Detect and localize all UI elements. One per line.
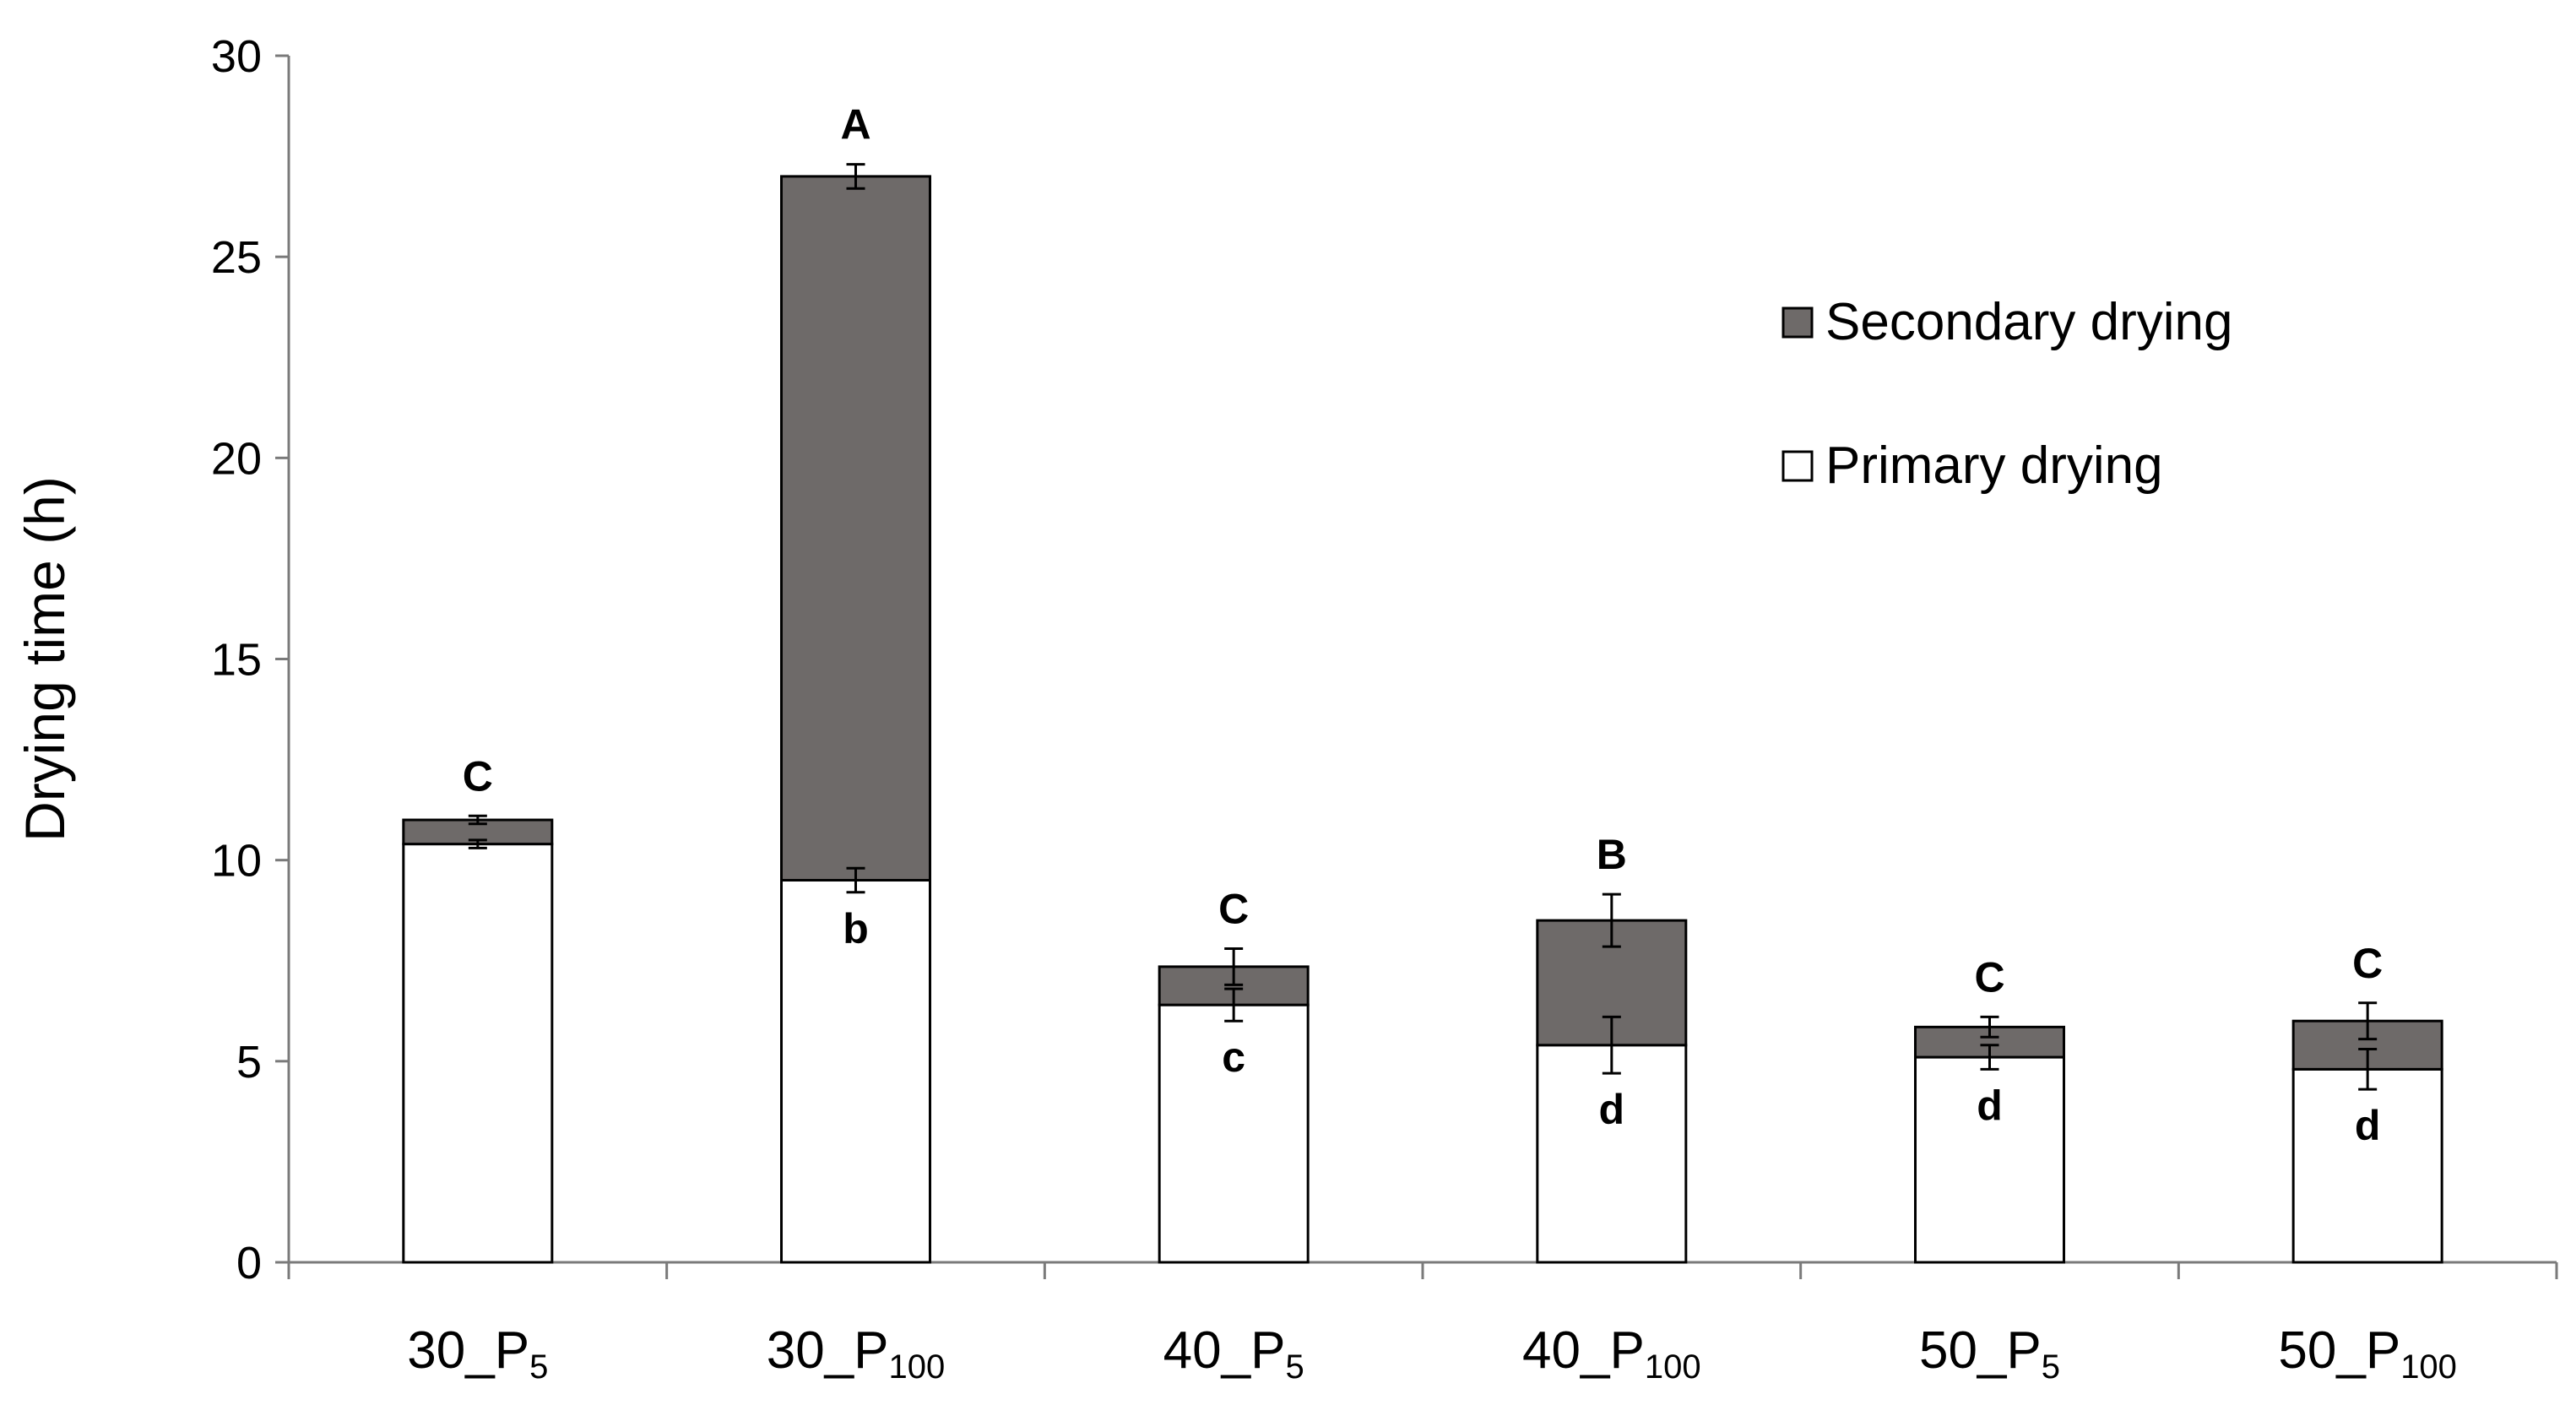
x-tick-label: 30_P100	[767, 1321, 946, 1386]
significance-letter-total: C	[1974, 953, 2004, 1001]
legend-swatch-secondary	[1782, 306, 1814, 339]
y-axis-label: Drying time (h)	[14, 476, 76, 842]
legend-label-primary: Primary drying	[1825, 437, 2163, 495]
legend-label-secondary: Secondary drying	[1825, 293, 2233, 351]
bar-secondary-drying	[780, 175, 931, 882]
significance-letter-total: C	[463, 752, 493, 800]
significance-letter-total: C	[1218, 885, 1249, 932]
significance-letter-primary: d	[1599, 1086, 1625, 1133]
bar-primary-drying	[780, 878, 931, 1264]
bar-primary-drying	[2291, 1067, 2443, 1264]
x-tick-label: 30_P5	[407, 1321, 548, 1386]
significance-letter-total: C	[2352, 940, 2383, 987]
legend-swatch-primary	[1782, 450, 1814, 482]
x-tick-label: 50_P100	[2278, 1321, 2457, 1386]
x-tick-label: 40_P5	[1163, 1321, 1304, 1386]
bar-primary-drying	[402, 843, 554, 1264]
significance-letter-primary: d	[1977, 1082, 2003, 1129]
bar-primary-drying	[1536, 1044, 1688, 1264]
significance-letter-total: A	[840, 101, 870, 149]
bar-primary-drying	[1914, 1055, 2065, 1264]
x-tick-label: 50_P5	[1919, 1321, 2060, 1386]
significance-letter-primary: b	[843, 905, 869, 952]
y-tick-label: 20	[211, 433, 262, 484]
significance-letter-primary: c	[1222, 1033, 1245, 1081]
y-tick-label: 15	[211, 635, 262, 686]
y-tick-label: 30	[211, 31, 262, 82]
x-tick-label: 40_P100	[1522, 1321, 1701, 1386]
bar-primary-drying	[1158, 1003, 1310, 1264]
y-tick-label: 25	[211, 232, 262, 283]
y-tick-label: 5	[236, 1037, 262, 1088]
significance-letter-total: B	[1597, 831, 1627, 878]
significance-letter-primary: d	[2355, 1102, 2381, 1149]
y-tick-label: 0	[236, 1238, 262, 1288]
y-tick-label: 10	[211, 836, 262, 887]
